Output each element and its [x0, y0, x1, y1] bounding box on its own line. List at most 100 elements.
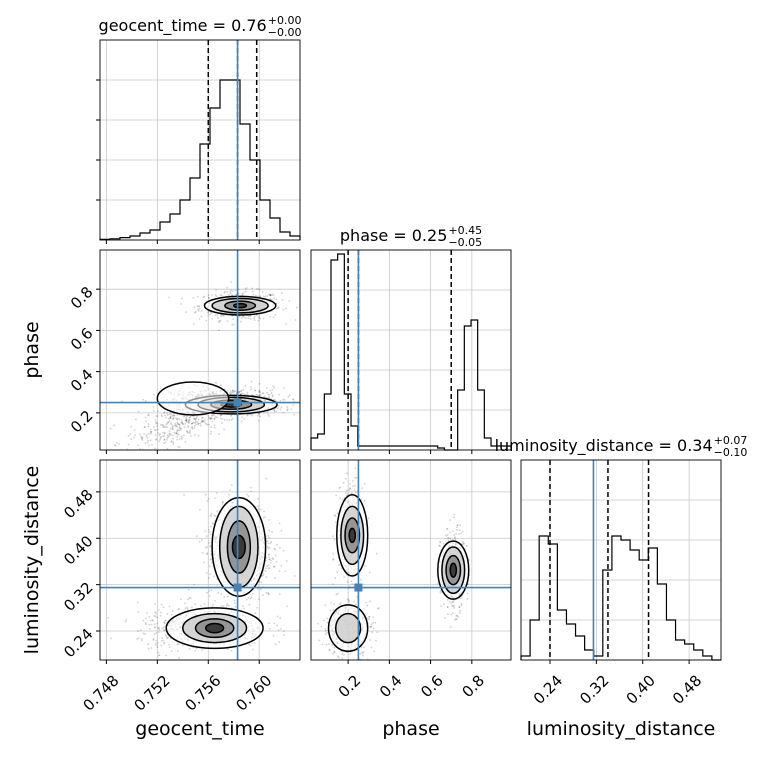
sample-point	[339, 497, 342, 500]
sample-point	[171, 426, 174, 429]
sample-point	[226, 389, 229, 392]
sample-point	[326, 621, 329, 624]
sample-point	[209, 417, 212, 420]
sample-point	[352, 661, 354, 663]
sample-point	[194, 311, 196, 314]
y-tick-label: 0.8	[67, 283, 97, 313]
sample-point	[223, 314, 225, 317]
sample-point	[176, 433, 179, 435]
sample-point	[208, 417, 210, 420]
sample-point	[206, 423, 209, 426]
sample-point	[317, 622, 320, 625]
sample-point	[354, 476, 356, 479]
sample-point	[228, 493, 230, 496]
sample-point	[211, 294, 214, 296]
sample-point	[265, 477, 268, 480]
sample-point	[350, 580, 353, 583]
sample-point	[220, 604, 223, 607]
sample-point	[363, 482, 366, 485]
sample-point	[221, 662, 223, 664]
sample-point	[118, 442, 121, 445]
sample-point	[294, 319, 297, 321]
sample-point	[231, 391, 233, 394]
sample-point	[208, 542, 210, 544]
sample-point	[210, 414, 213, 417]
sample-point	[369, 639, 371, 641]
sample-point	[346, 489, 348, 492]
sample-point	[188, 597, 191, 600]
sample-point	[354, 467, 357, 470]
sample-point	[442, 603, 445, 605]
y-axis-label-phase: phase	[21, 321, 43, 378]
sample-point	[228, 419, 231, 421]
sample-point	[272, 316, 275, 319]
sample-point	[137, 611, 140, 613]
sample-point	[202, 561, 205, 564]
sample-point	[265, 576, 268, 579]
sample-point	[269, 294, 272, 297]
sample-point	[197, 308, 200, 311]
sample-point	[252, 648, 254, 651]
sample-point	[268, 546, 271, 549]
sample-point	[257, 412, 260, 415]
sample-point	[205, 535, 208, 537]
sample-point	[204, 530, 207, 532]
hist-panel-geocent_time	[96, 39, 301, 244]
sample-point	[152, 426, 155, 429]
sample-point	[333, 651, 336, 653]
sample-point	[251, 290, 254, 293]
sample-point	[226, 290, 228, 293]
sample-point	[209, 313, 212, 316]
sample-point	[226, 603, 229, 605]
sample-point	[163, 412, 165, 415]
sample-point	[351, 583, 354, 585]
sample-point	[129, 433, 132, 436]
sample-point	[163, 426, 166, 428]
sample-point	[143, 426, 146, 429]
sample-point	[185, 419, 187, 421]
sample-point	[243, 316, 246, 319]
sample-point	[223, 428, 226, 431]
sample-point	[197, 418, 200, 421]
sample-point	[149, 619, 152, 622]
sample-point	[266, 546, 269, 548]
sample-point	[266, 410, 269, 413]
sample-point	[187, 598, 189, 601]
sample-point	[215, 295, 218, 298]
sample-point	[176, 414, 179, 416]
sample-point	[252, 293, 255, 296]
truth-marker	[354, 583, 363, 592]
sample-point	[325, 643, 328, 646]
sample-point	[166, 637, 169, 640]
sample-point	[369, 571, 371, 574]
sample-point	[165, 416, 167, 419]
sample-point	[186, 421, 188, 424]
sample-point	[267, 592, 270, 595]
sample-point	[465, 544, 468, 547]
sample-point	[172, 442, 175, 445]
sample-point	[205, 591, 208, 594]
sample-point	[226, 648, 229, 651]
sample-point	[262, 574, 264, 577]
sample-point	[203, 421, 206, 424]
sample-point	[273, 547, 276, 550]
sample-point	[182, 414, 185, 417]
sample-point	[288, 299, 291, 302]
contour-level	[156, 381, 230, 416]
sample-point	[355, 603, 357, 606]
sample-point	[164, 633, 167, 636]
sample-point	[365, 601, 367, 604]
sample-point	[285, 307, 287, 310]
sample-point	[158, 628, 161, 631]
sample-point	[275, 410, 278, 412]
sample-point	[214, 416, 217, 418]
sample-point	[273, 409, 276, 412]
sample-point	[185, 420, 188, 423]
sample-point	[127, 434, 130, 437]
sample-point	[191, 427, 194, 430]
sample-point	[167, 421, 170, 423]
sample-point	[253, 642, 256, 644]
sample-point	[188, 430, 191, 433]
sample-point	[246, 493, 249, 496]
sample-point	[210, 430, 213, 433]
